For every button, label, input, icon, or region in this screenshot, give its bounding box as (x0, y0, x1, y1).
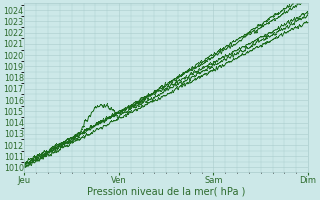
X-axis label: Pression niveau de la mer( hPa ): Pression niveau de la mer( hPa ) (87, 187, 245, 197)
